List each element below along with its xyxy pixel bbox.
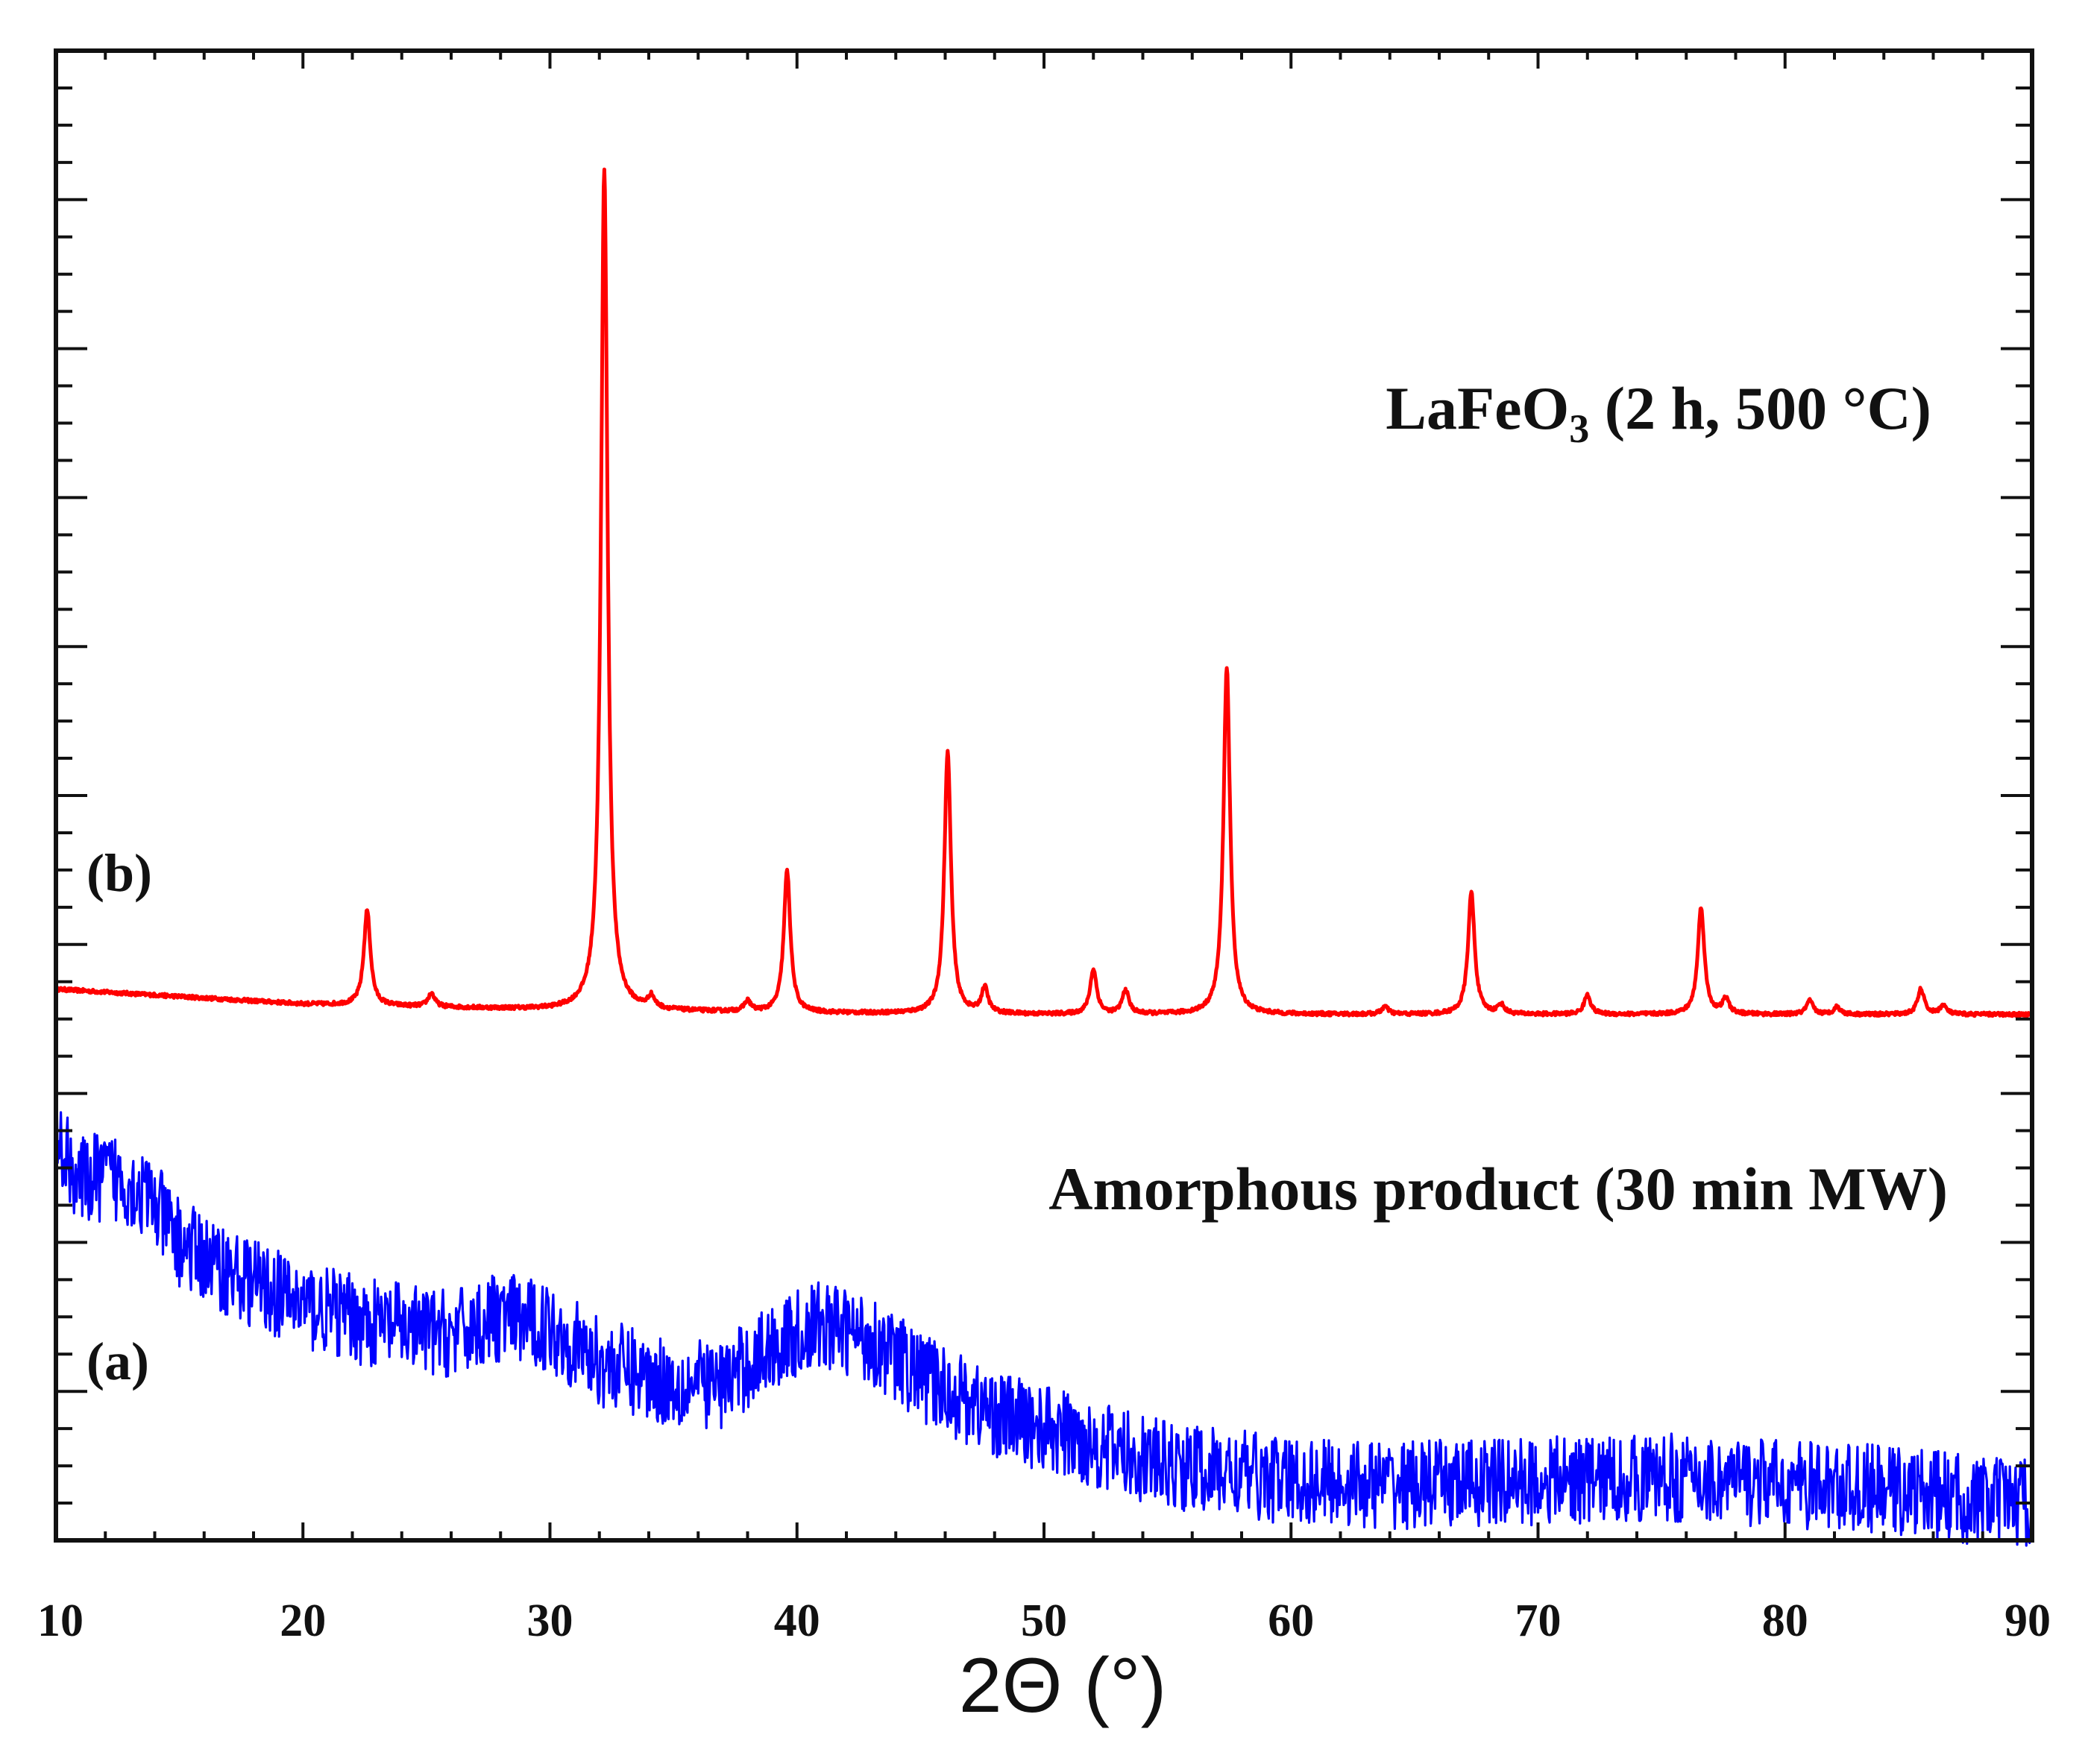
x-tick-label: 90 [2004, 1596, 2051, 1646]
x-tick-label: 30 [527, 1596, 573, 1646]
panel-label-b: (b) [87, 843, 152, 903]
x-tick-label: 80 [1762, 1596, 1808, 1646]
panel-label-a: (a) [87, 1332, 149, 1391]
series-line-amorphous [54, 1096, 2034, 1547]
annotation-amorphous: Amorphous product (30 min MW) [1048, 1155, 1948, 1223]
x-tick-labels: 10 20 30 40 50 60 70 80 90 [37, 1596, 2051, 1646]
plot-area [54, 48, 2034, 1547]
x-tick-label: 50 [1021, 1596, 1067, 1646]
x-axis-label: 2Θ (°) [959, 1642, 1166, 1729]
series-line-lafeo3 [54, 167, 2034, 1018]
x-tick-label: 60 [1268, 1596, 1314, 1646]
x-tick-label: 10 [37, 1596, 84, 1646]
tick-layer [54, 49, 2034, 1542]
x-tick-label: 40 [774, 1596, 820, 1646]
plot-frame [54, 48, 2034, 1543]
x-tick-label: 20 [280, 1596, 326, 1646]
x-tick-label: 70 [1515, 1596, 1562, 1646]
annotation-lafeo3: LaFeO3 (2 h, 500 °C) [1386, 374, 1931, 451]
series-layer [54, 167, 2034, 1547]
